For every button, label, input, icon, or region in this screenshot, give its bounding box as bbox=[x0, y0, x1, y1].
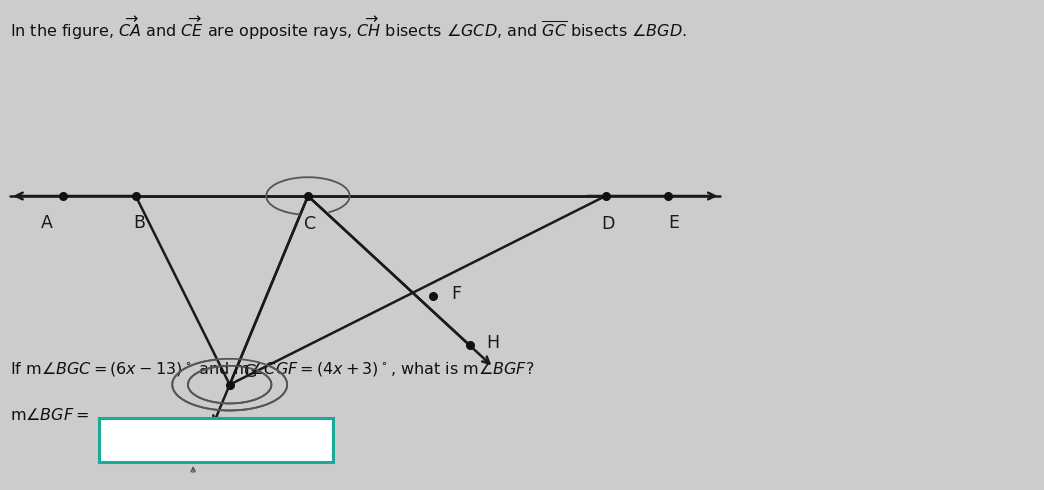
Text: E: E bbox=[668, 214, 679, 232]
Text: F: F bbox=[451, 285, 461, 303]
Text: H: H bbox=[487, 334, 499, 352]
Text: G: G bbox=[244, 364, 257, 381]
Text: A: A bbox=[41, 214, 53, 232]
Text: If m$\angle BGC = (6x - 13)^\circ$ and m$\angle CGF = (4x + 3)^\circ$, what is m: If m$\angle BGC = (6x - 13)^\circ$ and m… bbox=[10, 360, 535, 378]
Text: C: C bbox=[304, 216, 316, 233]
Text: m$\angle BGF=$: m$\angle BGF=$ bbox=[10, 407, 90, 423]
FancyBboxPatch shape bbox=[99, 418, 333, 462]
Text: B: B bbox=[133, 214, 145, 232]
Text: D: D bbox=[601, 216, 614, 233]
Text: In the figure, $\overrightarrow{CA}$ and $\overrightarrow{CE}$ are opposite rays: In the figure, $\overrightarrow{CA}$ and… bbox=[10, 15, 688, 42]
